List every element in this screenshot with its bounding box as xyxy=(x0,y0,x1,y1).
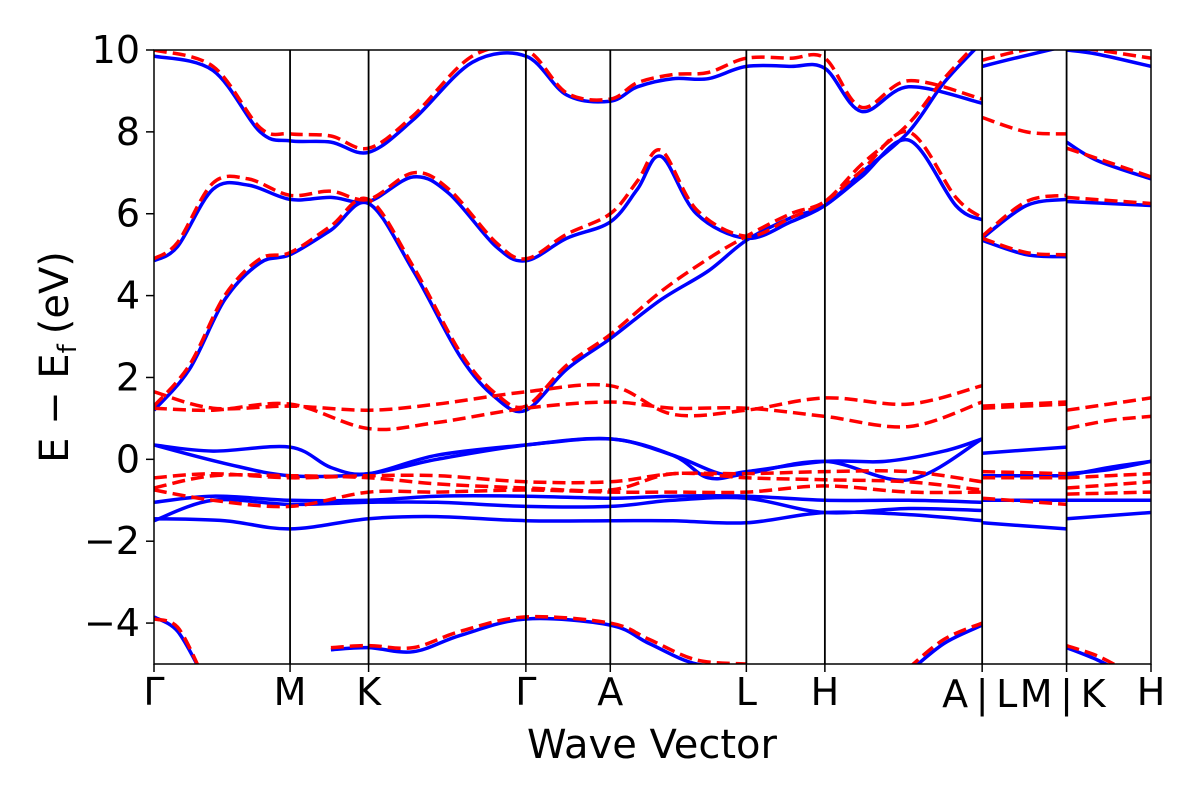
band-line xyxy=(1066,199,1151,208)
y-tick-label: 6 xyxy=(116,192,140,236)
series-dashed xyxy=(154,50,1151,664)
x-tick-separator: | xyxy=(1060,672,1073,717)
band-line xyxy=(981,50,1057,69)
band-line xyxy=(154,137,984,263)
x-tick-separator: | xyxy=(976,672,989,717)
band-line xyxy=(910,621,983,664)
band-line xyxy=(1066,510,1151,521)
plot-frame xyxy=(153,49,1152,665)
y-axis-label-unit: (eV) xyxy=(32,251,78,334)
x-tick-label: Γ xyxy=(143,670,164,714)
x-tick-label: M xyxy=(1020,672,1053,716)
series-solid xyxy=(154,50,1151,664)
band-line xyxy=(1066,490,1151,496)
y-tick-label: 2 xyxy=(116,355,140,399)
band-line xyxy=(982,496,1067,507)
band-line xyxy=(981,236,1067,257)
band-line xyxy=(1066,643,1118,664)
band-line xyxy=(1066,195,1151,206)
y-tick-label: 4 xyxy=(116,274,140,318)
band-line xyxy=(1066,471,1151,480)
band-line xyxy=(982,521,1067,531)
y-tick-label: −2 xyxy=(84,519,140,563)
y-axis-ticks: −4 −2 0 2 4 6 8 10 xyxy=(84,28,154,645)
band-line xyxy=(154,129,984,261)
y-tick-label: 8 xyxy=(116,110,140,154)
band-line xyxy=(1065,140,1151,181)
band-line xyxy=(154,617,200,664)
bands-layer xyxy=(154,50,1151,664)
y-axis-label-sub: f xyxy=(53,343,83,353)
band-line xyxy=(981,193,1067,238)
y-tick-label: 0 xyxy=(116,437,140,481)
x-tick-label: L xyxy=(996,672,1017,716)
band-line xyxy=(154,50,983,151)
x-tick-label: Γ xyxy=(515,670,536,714)
y-axis-label: E − Ef (eV) xyxy=(32,251,83,463)
x-tick-label: H xyxy=(811,670,840,714)
x-tick-label: K xyxy=(356,670,382,714)
y-tick-label: −4 xyxy=(84,601,140,645)
x-tick-label: H xyxy=(1137,670,1166,714)
x-axis-ticks: Γ M K Γ A L H A | L M | K H xyxy=(143,664,1165,717)
band-line xyxy=(982,445,1067,455)
band-line xyxy=(154,50,973,410)
band-line xyxy=(154,51,983,155)
band-line xyxy=(330,614,747,664)
x-tick-label: K xyxy=(1081,672,1107,716)
x-tick-label: A xyxy=(942,672,968,716)
band-line xyxy=(154,382,983,418)
band-line xyxy=(330,616,709,664)
x-tick-label: A xyxy=(597,670,623,714)
band-line xyxy=(1066,146,1151,179)
band-line xyxy=(982,400,1067,408)
band-line xyxy=(982,402,1067,410)
x-tick-label: M xyxy=(274,670,307,714)
band-line xyxy=(1066,459,1151,478)
x-axis-label: Wave Vector xyxy=(527,722,778,768)
high-symmetry-lines xyxy=(289,50,1068,664)
band-line xyxy=(981,50,1034,62)
band-line xyxy=(154,50,977,414)
y-tick-label: 10 xyxy=(92,28,140,72)
band-line xyxy=(981,197,1067,240)
x-tick-label: L xyxy=(736,670,757,714)
band-line xyxy=(1066,414,1151,431)
band-line xyxy=(1066,480,1151,490)
band-line xyxy=(1065,645,1110,664)
band-line xyxy=(154,494,983,505)
band-line xyxy=(982,469,1067,476)
band-line xyxy=(981,238,1067,259)
band-line xyxy=(1066,396,1151,412)
y-axis-label-main: E − E xyxy=(32,353,78,463)
band-line xyxy=(981,115,1067,136)
band-line xyxy=(915,623,983,664)
band-line xyxy=(154,510,983,531)
